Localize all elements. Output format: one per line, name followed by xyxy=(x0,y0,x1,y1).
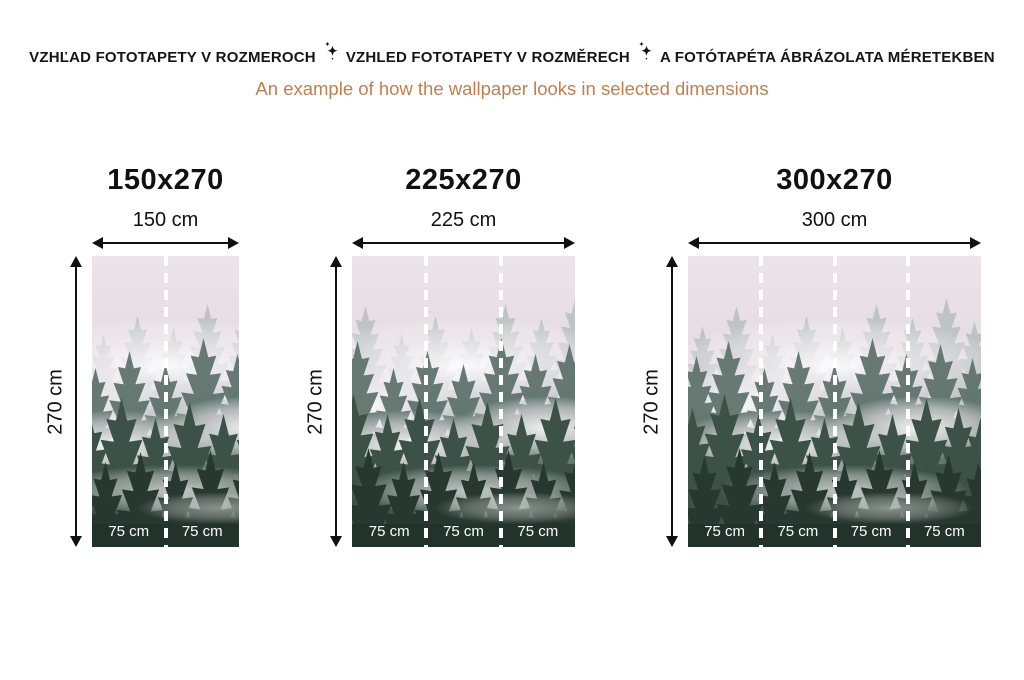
strip-label: 75 cm xyxy=(777,523,819,540)
width-dimension-label: 300 cm xyxy=(801,209,868,231)
strip-label: 75 cm xyxy=(181,523,223,540)
panel-seam-dashed-line xyxy=(905,256,910,547)
arrow-up-icon xyxy=(666,256,678,267)
strip-label: 75 cm xyxy=(923,523,965,540)
vertical-dimension-arrow xyxy=(69,256,83,547)
sparkle-icon xyxy=(637,41,653,64)
arrow-down-icon xyxy=(330,536,342,547)
wallpaper-preview-225: 75 cm 75 cm 75 cm xyxy=(352,256,575,547)
height-dimension-label: 270 cm xyxy=(44,368,67,435)
page-title: VZHĽAD FOTOTAPETY V ROZMEROCH VZHLED FOT… xyxy=(0,41,1024,69)
dimension-panels-row: 270 cm 150x270 150 cm xyxy=(0,164,1024,547)
title-czech: VZHLED FOTOTAPETY V ROZMĚRECH xyxy=(345,49,630,66)
panel-seam-dashed-line xyxy=(832,256,837,547)
strip-label: 75 cm xyxy=(368,523,410,540)
panel-seam-dashed-line xyxy=(498,256,503,547)
horizontal-dimension-arrow xyxy=(352,236,575,250)
arrow-left-icon xyxy=(92,237,103,249)
arrow-up-icon xyxy=(70,256,82,267)
arrow-right-icon xyxy=(970,237,981,249)
page-subtitle: An example of how the wallpaper looks in… xyxy=(255,78,769,99)
width-dimension-label: 225 cm xyxy=(430,209,497,231)
wallpaper-preview-150: 75 cm 75 cm xyxy=(92,256,239,547)
strip-label: 75 cm xyxy=(108,523,150,540)
panel-seam-dashed-line xyxy=(163,256,168,547)
arrow-left-icon xyxy=(688,237,699,249)
panel-size-title: 150x270 xyxy=(107,164,224,196)
panel-seam-dashed-line xyxy=(759,256,764,547)
title-slovak: VZHĽAD FOTOTAPETY V ROZMEROCH xyxy=(29,49,316,66)
height-dimension-label: 270 cm xyxy=(640,368,663,435)
strip-label: 75 cm xyxy=(704,523,746,540)
panel-150x270: 270 cm 150x270 150 cm xyxy=(43,164,239,547)
arrow-down-icon xyxy=(70,536,82,547)
arrow-up-icon xyxy=(330,256,342,267)
sparkle-icon xyxy=(323,41,339,64)
arrow-left-icon xyxy=(352,237,363,249)
panel-size-title: 225x270 xyxy=(405,164,522,196)
arrow-right-icon xyxy=(228,237,239,249)
height-dimension-label: 270 cm xyxy=(304,368,327,435)
panel-seam-dashed-line xyxy=(424,256,429,547)
strip-width-labels: 75 cm 75 cm xyxy=(92,523,239,540)
width-dimension-label: 150 cm xyxy=(132,209,199,231)
panel-size-title: 300x270 xyxy=(776,164,893,196)
foggy-forest-image xyxy=(352,256,575,547)
strip-width-labels: 75 cm 75 cm 75 cm 75 cm xyxy=(688,523,981,540)
strip-label: 75 cm xyxy=(517,523,559,540)
arrow-down-icon xyxy=(666,536,678,547)
title-hungarian: A FOTÓTAPÉTA ÁBRÁZOLATA MÉRETEKBEN xyxy=(659,49,995,66)
arrow-right-icon xyxy=(564,237,575,249)
vertical-dimension-arrow xyxy=(329,256,343,547)
horizontal-dimension-arrow xyxy=(688,236,981,250)
panel-225x270: 270 cm 225x270 225 cm xyxy=(303,164,575,547)
strip-label: 75 cm xyxy=(850,523,892,540)
strip-width-labels: 75 cm 75 cm 75 cm xyxy=(352,523,575,540)
vertical-dimension-arrow xyxy=(665,256,679,547)
panel-300x270: 270 cm 300x270 300 cm xyxy=(639,164,981,547)
horizontal-dimension-arrow xyxy=(92,236,239,250)
strip-label: 75 cm xyxy=(443,523,484,540)
wallpaper-preview-300: 75 cm 75 cm 75 cm 75 cm xyxy=(688,256,981,547)
